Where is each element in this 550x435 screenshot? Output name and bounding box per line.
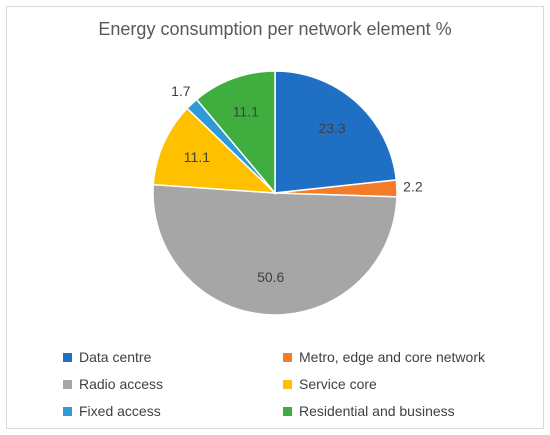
legend-item-metro-edge-core: Metro, edge and core network <box>283 349 503 365</box>
legend-item-fixed-access: Fixed access <box>63 403 283 419</box>
data-label-service-core: 11.1 <box>184 149 210 165</box>
pie-chart: 23.3 2.2 50.6 11.1 1.7 11.1 <box>152 70 423 316</box>
legend-swatch <box>63 406 72 416</box>
chart-area: Energy consumption per network element %… <box>6 6 544 429</box>
legend-swatch <box>283 352 292 362</box>
legend-label: Metro, edge and core network <box>299 349 485 365</box>
data-label-radio-access: 50.6 <box>257 269 284 285</box>
legend-swatch <box>283 406 292 416</box>
pie-slice-service-core <box>152 107 278 194</box>
legend-item-data-centre: Data centre <box>63 349 283 365</box>
data-label-data-centre: 23.3 <box>318 120 345 136</box>
pie-slice-data-centre <box>274 70 398 194</box>
legend-label: Service core <box>299 376 377 392</box>
chart-title: Energy consumption per network element % <box>98 19 452 39</box>
legend-swatch <box>283 379 292 389</box>
legend-item-service-core: Service core <box>283 376 503 392</box>
legend-swatch <box>63 352 72 362</box>
legend-item-radio-access: Radio access <box>63 376 283 392</box>
legend-label: Residential and business <box>299 403 455 419</box>
data-label-metro-edge-core: 2.2 <box>403 179 423 195</box>
legend-label: Data centre <box>79 349 152 365</box>
data-label-fixed-access: 1.7 <box>171 83 191 99</box>
pie-slice-residential-business <box>195 70 276 196</box>
legend-label: Fixed access <box>79 403 161 419</box>
legend-label: Radio access <box>79 376 164 392</box>
legend-swatch <box>63 379 72 389</box>
legend-item-residential-business: Residential and business <box>283 403 503 419</box>
data-label-residential-business: 11.1 <box>233 103 259 119</box>
pie-slice-radio-access <box>152 183 398 316</box>
legend: Data centre Metro, edge and core network… <box>63 349 503 419</box>
